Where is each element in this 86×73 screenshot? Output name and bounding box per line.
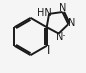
Text: ·: · [61, 30, 65, 43]
Text: N: N [59, 3, 66, 13]
Text: N: N [56, 32, 64, 42]
Text: N: N [68, 18, 76, 28]
Text: I: I [47, 44, 50, 57]
Text: HN: HN [37, 8, 51, 18]
